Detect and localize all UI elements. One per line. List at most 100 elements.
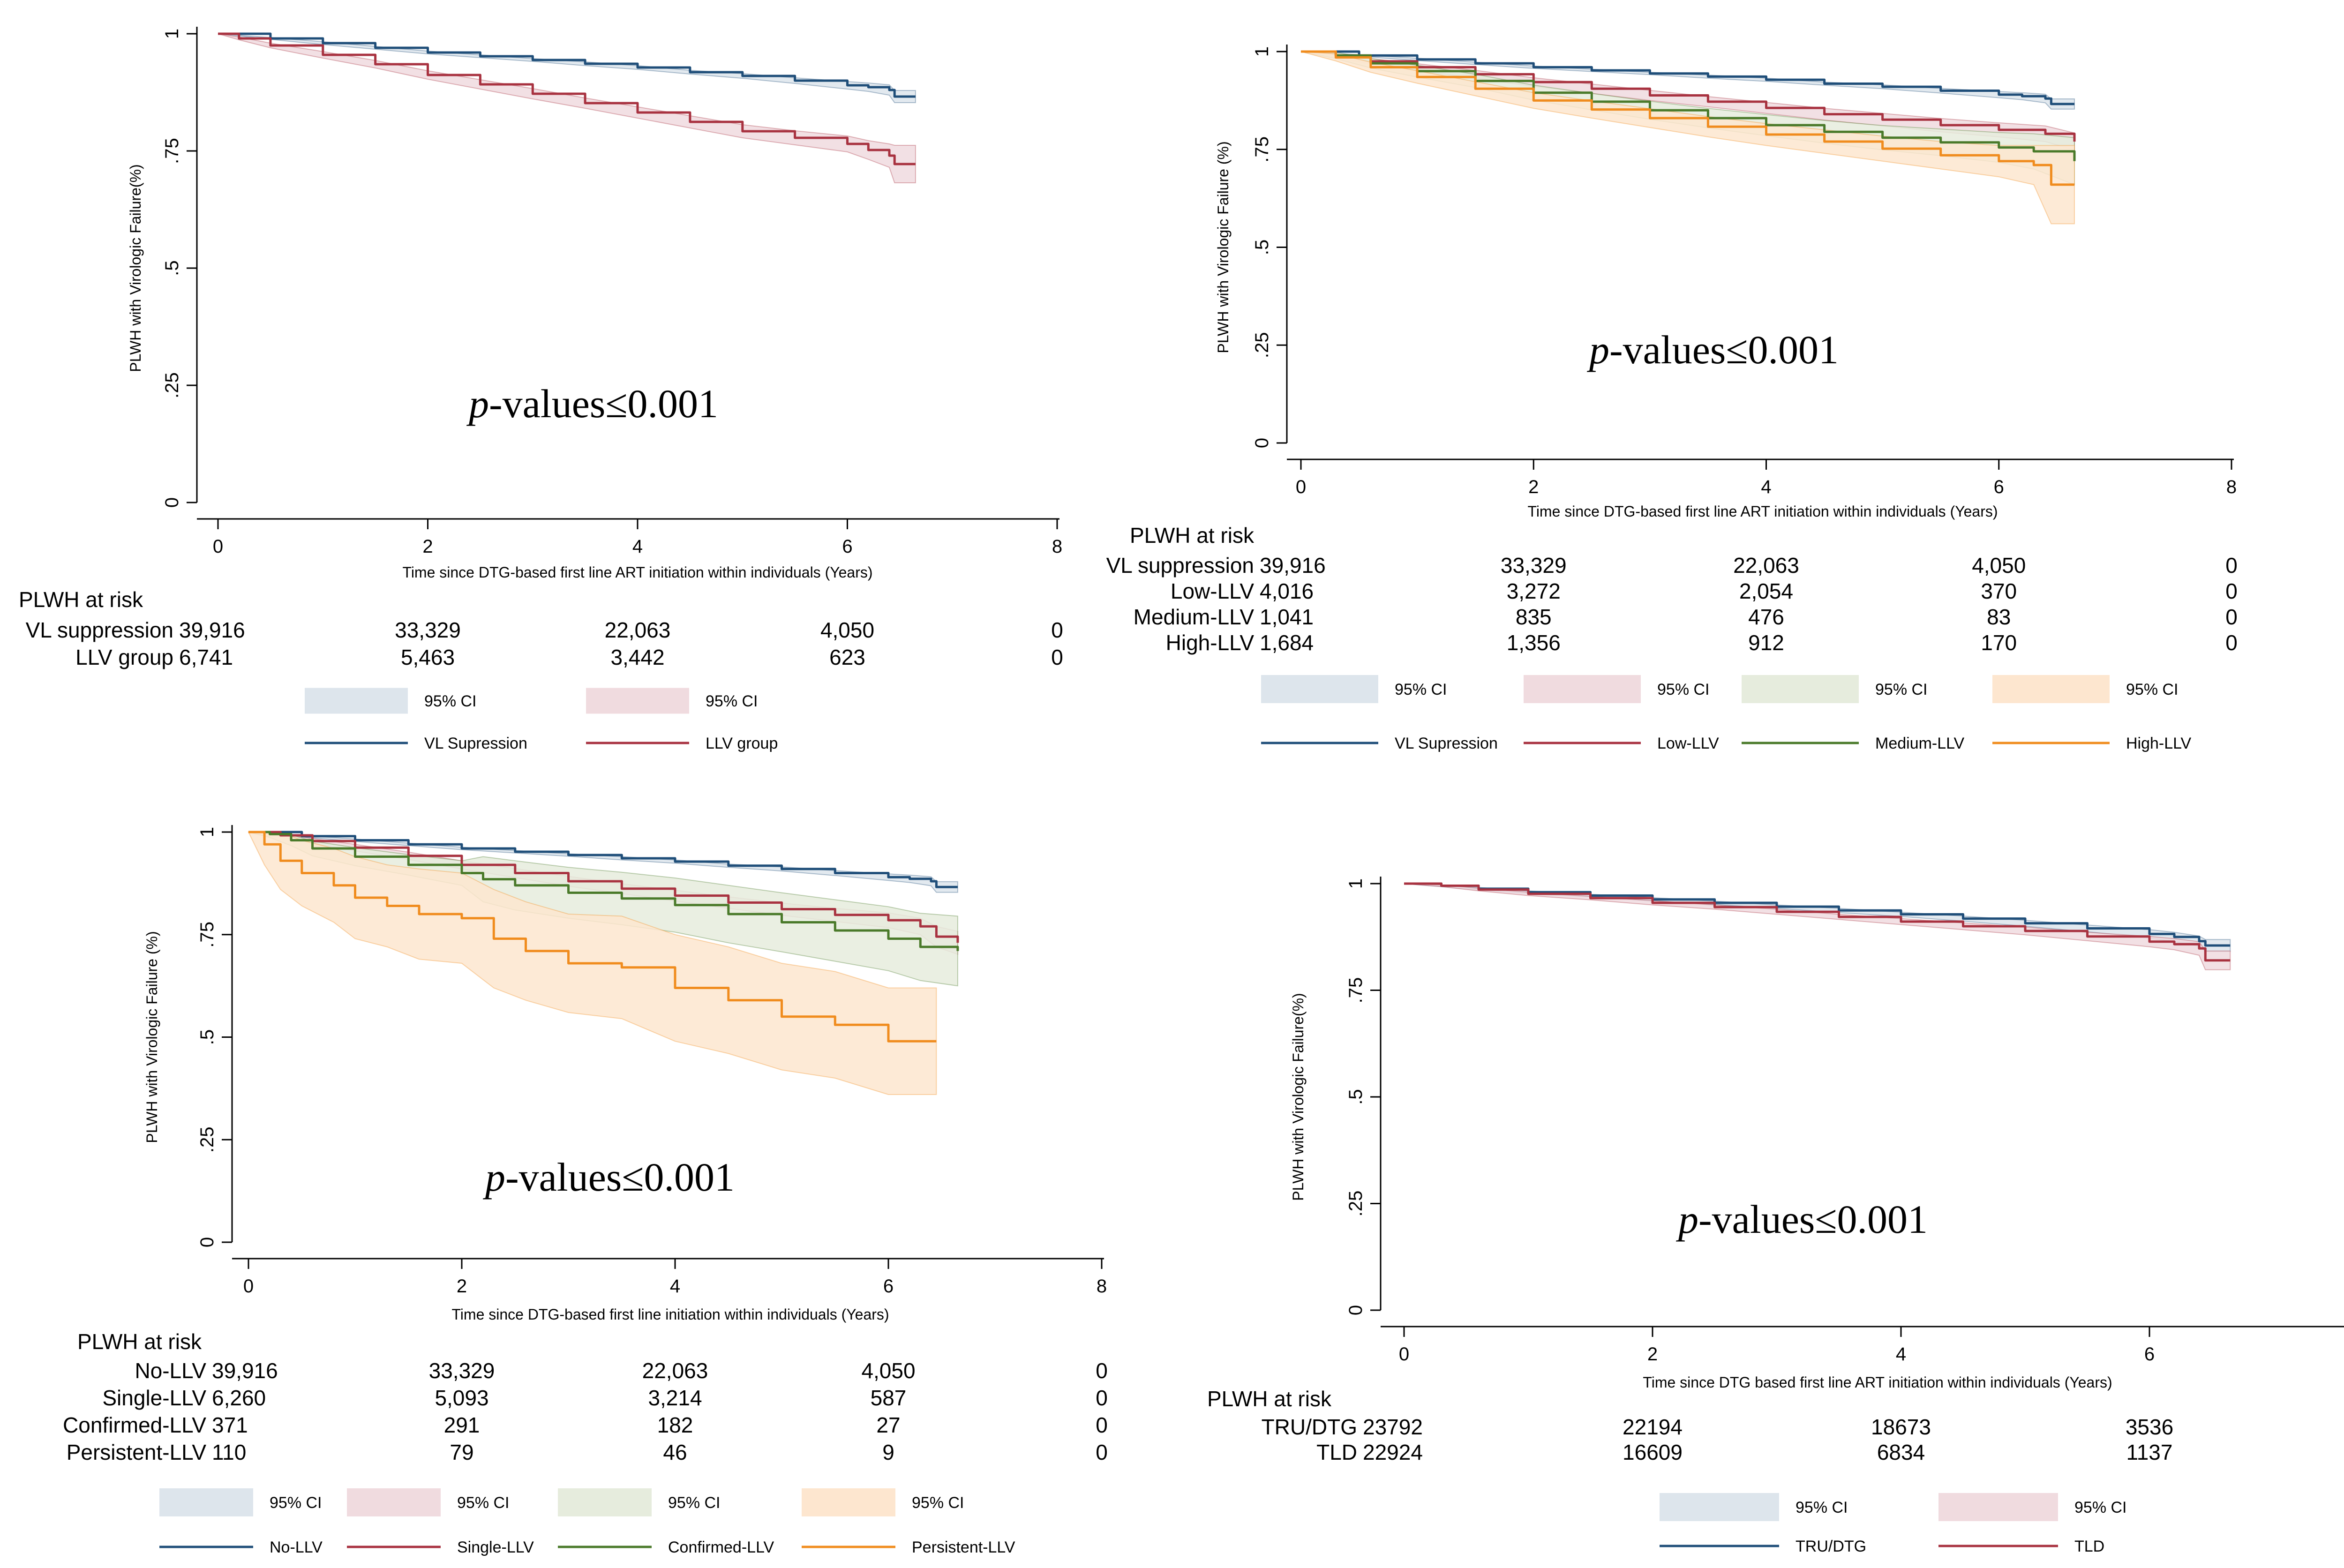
x-tick-label: 8 <box>1052 536 1062 557</box>
risk-table-value: 83 <box>1987 605 2011 629</box>
legend-line-label: LLV group <box>706 735 778 752</box>
series-line-single-llv <box>248 831 959 943</box>
risk-table-row-label: LLV group <box>75 645 173 669</box>
x-axis-label: Time since DTG-based first line ART init… <box>1527 503 1998 520</box>
risk-table-row-label: Single-LLV <box>102 1386 206 1410</box>
risk-table-title: PLWH at risk <box>1130 523 1255 548</box>
risk-table-value: 23792 <box>1363 1415 1423 1439</box>
risk-table-value: 1,041 <box>1260 605 1314 629</box>
series-line-persistent-llv <box>248 831 937 1043</box>
y-tick-label: 1 <box>197 827 218 837</box>
x-tick-label: 0 <box>243 1276 254 1297</box>
risk-table-value: 587 <box>871 1386 907 1410</box>
risk-table-value: 33,329 <box>395 618 461 642</box>
x-axis-label: Time since DTG-based first line initiati… <box>451 1306 889 1323</box>
risk-table-value: 39,916 <box>212 1358 278 1383</box>
x-tick-label: 6 <box>2144 1344 2155 1365</box>
x-tick-label: 2 <box>422 536 433 557</box>
x-tick-label: 4 <box>670 1276 680 1297</box>
y-tick-label: 0 <box>197 1237 218 1247</box>
x-tick-label: 4 <box>632 536 643 557</box>
legend-line-label: TLD <box>2074 1538 2104 1555</box>
x-tick-label: 2 <box>1528 477 1539 497</box>
y-axis-label: PLWH with Virologic Failure(%) <box>1290 993 1307 1200</box>
p-value-text: -values≤0.001 <box>1609 327 1839 372</box>
y-tick-label: 0 <box>1345 1305 1366 1315</box>
risk-table-value: 6,741 <box>179 645 233 669</box>
series-line-vl-supression <box>1301 50 2074 105</box>
chart-panel-1: 0 .25 .5 .75 1 0 2 4 6 8 Time since DTG-based firs… <box>19 27 1063 752</box>
risk-table-value: 33,329 <box>429 1358 495 1383</box>
p-value-italic-p: p <box>1675 1197 1698 1242</box>
series-line-high-llv <box>1301 50 2074 186</box>
series-line-confirmed-llv <box>248 831 959 951</box>
y-tick-label: .5 <box>1345 1089 1366 1104</box>
risk-table-value: 4,050 <box>1972 553 2026 578</box>
risk-table-value: 182 <box>657 1413 693 1437</box>
p-value-italic-p: p <box>466 381 489 426</box>
x-tick-label: 6 <box>1994 477 2004 497</box>
legend-ci-label: 95% CI <box>1395 681 1447 698</box>
risk-table-value: 476 <box>1748 605 1784 629</box>
y-tick-label: 0 <box>162 497 182 508</box>
risk-table-value: 46 <box>663 1440 687 1464</box>
legend-line-label: VL Supression <box>1395 735 1498 752</box>
y-tick-label: .5 <box>1252 240 1272 255</box>
legend-line-label: Confirmed-LLV <box>668 1538 774 1556</box>
legend-line-label: High-LLV <box>2126 735 2192 752</box>
risk-table-value: 22,063 <box>642 1358 708 1383</box>
risk-table-value: 22,063 <box>1733 553 1799 578</box>
legend-line-label: No-LLV <box>270 1538 323 1556</box>
risk-table-value: 371 <box>212 1413 248 1437</box>
risk-table-value: 79 <box>450 1440 473 1464</box>
legend-ci-label: 95% CI <box>1796 1499 1848 1516</box>
x-tick-label: 0 <box>1296 477 1306 497</box>
legend-ci-swatch <box>1261 675 1378 703</box>
risk-table-value: 912 <box>1748 630 1784 655</box>
y-tick-label: .75 <box>162 138 182 164</box>
legend-ci-swatch <box>586 688 689 714</box>
risk-table-value: 0 <box>1051 618 1063 642</box>
legend-ci-swatch <box>347 1488 441 1516</box>
risk-table-value: 33,329 <box>1501 553 1567 578</box>
x-axis-label: Time since DTG based first line ART init… <box>1643 1374 2112 1391</box>
x-tick-label: 4 <box>1896 1344 1906 1365</box>
legend-ci-label: 95% CI <box>457 1494 510 1512</box>
x-tick-label: 8 <box>1097 1276 1107 1297</box>
p-value-text: -values≤0.001 <box>489 381 718 426</box>
legend-line-label: Low-LLV <box>1657 735 1719 752</box>
risk-table-value: 0 <box>1096 1413 1108 1437</box>
p-value-annotation: p-values≤0.001 <box>1675 1197 1928 1242</box>
risk-table-value: 0 <box>2225 579 2238 603</box>
y-axis-label: PLWH with Virologic Failure (%) <box>1215 141 1232 353</box>
risk-table-value: 18673 <box>1871 1415 1931 1439</box>
legend-line-label: Medium-LLV <box>1875 735 1965 752</box>
legend-ci-label: 95% CI <box>424 692 477 710</box>
risk-table-value: 0 <box>2225 553 2238 578</box>
risk-table-value: 5,093 <box>435 1386 488 1410</box>
series-line-tld <box>1404 882 2231 962</box>
x-tick-label: 6 <box>842 536 852 557</box>
risk-table-value: 4,050 <box>820 618 874 642</box>
p-value-annotation: p-values≤0.001 <box>1586 327 1839 372</box>
y-axis-label: PLWH with Virologic Failure(%) <box>127 164 144 372</box>
legend-ci-label: 95% CI <box>270 1494 322 1512</box>
risk-table-row-label: Confirmed-LLV <box>63 1413 206 1437</box>
legend-line-label: Persistent-LLV <box>912 1538 1015 1556</box>
x-tick-label: 6 <box>883 1276 894 1297</box>
legend-ci-label: 95% CI <box>2074 1499 2127 1516</box>
y-tick-label: 1 <box>1345 878 1366 889</box>
risk-table-value: 9 <box>882 1440 894 1464</box>
risk-table-value: 370 <box>1981 579 2017 603</box>
y-tick-label: 0 <box>1252 438 1272 448</box>
risk-table-value: 291 <box>444 1413 480 1437</box>
x-tick-label: 0 <box>213 536 223 557</box>
legend-line-label: Single-LLV <box>457 1538 534 1556</box>
x-tick-label: 2 <box>457 1276 467 1297</box>
y-tick-label: .25 <box>162 372 182 398</box>
series-line-low-llv <box>1301 50 2076 142</box>
risk-table-value: 1,356 <box>1507 630 1561 655</box>
series-line-no-llv <box>248 831 958 888</box>
x-tick-label: 0 <box>1399 1344 1409 1365</box>
